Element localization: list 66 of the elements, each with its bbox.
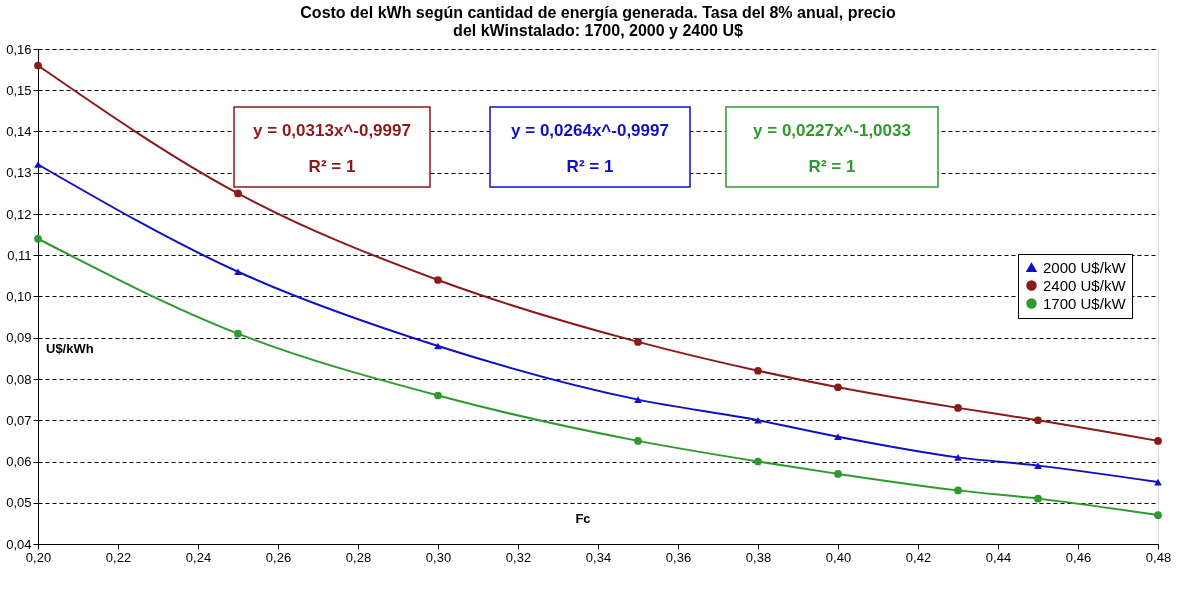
x-tick-label: 0,26 <box>265 549 292 565</box>
y-axis-title: U$/kWh <box>46 341 94 356</box>
x-tick-label: 0,24 <box>185 549 212 565</box>
x-axis-title: Fc <box>575 511 591 526</box>
x-tick-label: 0,20 <box>25 549 52 565</box>
x-tick-label: 0,40 <box>825 549 852 565</box>
point <box>234 189 242 198</box>
annotation: R² = 1 <box>808 157 856 176</box>
point <box>234 329 242 338</box>
text: Costo del kWh según cantidad de energía generada. Tasa del 8% anual, precio <box>300 4 896 21</box>
x-tick-label: 0,42 <box>905 549 932 565</box>
point <box>1154 511 1162 519</box>
annotation: R² = 1 <box>566 157 614 176</box>
annotation: y = 0,0313x^-0,9997 <box>253 121 411 140</box>
x-tick-label: 0,34 <box>585 549 612 565</box>
y-tick-label: 0,09 <box>6 330 32 346</box>
y-tick-label: 0,15 <box>6 82 32 98</box>
y-tick-label: 0,05 <box>6 495 32 511</box>
x-tick-label: 0,32 <box>505 549 532 565</box>
x-tick-label: 0,44 <box>985 549 1012 565</box>
annotation: y = 0,0227x^-1,0033 <box>753 121 911 140</box>
point <box>954 404 962 412</box>
point <box>754 366 762 375</box>
point <box>834 433 842 441</box>
point <box>754 416 762 424</box>
x-tick-label: 0,48 <box>1145 549 1172 565</box>
y-tick-label: 0,04 <box>6 536 32 552</box>
point <box>834 383 842 392</box>
legend-label: 1700 U$/kW <box>1043 294 1127 312</box>
y-tick-label: 0,06 <box>6 454 32 469</box>
y-tick-label: 0,13 <box>6 165 32 181</box>
x-tick-label: 0,46 <box>1065 549 1092 565</box>
y-tick-label: 0,16 <box>6 41 32 57</box>
point <box>234 268 242 276</box>
point <box>954 454 962 461</box>
annotation: R² = 1 <box>308 157 356 176</box>
point <box>634 396 642 403</box>
point <box>1034 462 1042 469</box>
point <box>754 457 762 466</box>
point <box>434 391 442 400</box>
annotation: y = 0,0264x^-0,9997 <box>511 121 669 140</box>
x-tick-label: 0,38 <box>745 549 772 565</box>
point <box>834 470 842 478</box>
y-tick-label: 0,11 <box>7 247 32 263</box>
x-tick-label: 0,28 <box>345 549 372 565</box>
x-tick-label: 0,22 <box>105 549 132 565</box>
point <box>1034 416 1042 425</box>
point <box>1034 494 1042 503</box>
legend-label: 2400 U$/kW <box>1043 276 1127 294</box>
legend-label: 2000 U$/kW <box>1043 258 1127 276</box>
text: del kWinstalado: 1700, 2000 y 2400 U$ <box>453 22 743 39</box>
x-tick-label: 0,36 <box>665 549 692 565</box>
point <box>1154 437 1162 445</box>
y-tick-label: 0,12 <box>6 206 32 222</box>
point <box>34 234 42 243</box>
y-tick-label: 0,07 <box>6 412 32 428</box>
y-tick-label: 0,08 <box>6 371 32 387</box>
y-tick-label: 0,10 <box>6 289 32 304</box>
point <box>954 486 962 495</box>
y-tick-label: 0,14 <box>6 124 32 139</box>
point <box>34 161 42 168</box>
point <box>634 338 642 346</box>
point <box>434 276 442 284</box>
point <box>634 437 642 445</box>
point <box>34 61 42 70</box>
x-tick-label: 0,30 <box>425 549 452 565</box>
